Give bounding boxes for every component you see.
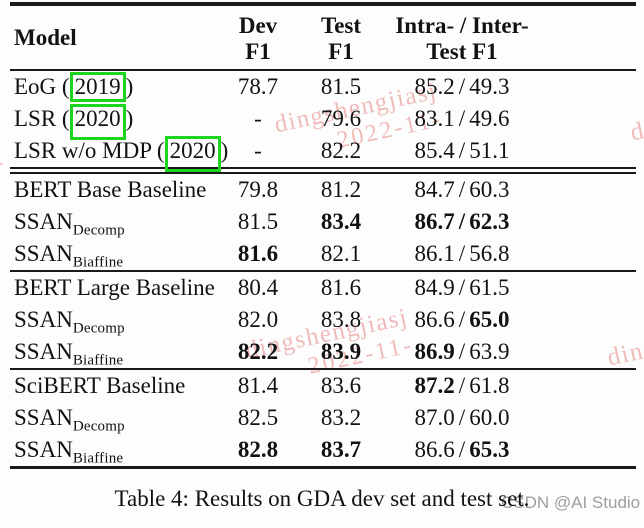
- section-divider-rule: [10, 368, 636, 370]
- test-f1-cell: 83.7: [320, 437, 362, 462]
- table-row: SSANDecomp 81.5 83.4 86.7/62.3: [10, 206, 636, 239]
- model-cell: LSR w/o MDP (2020): [14, 135, 228, 172]
- intra-inter-cell: 86.7/62.3: [414, 209, 510, 234]
- test-f1-cell: 83.8: [320, 307, 362, 332]
- annotation-box-year: 2020: [164, 136, 221, 172]
- annotation-box-year: 2020: [69, 104, 126, 140]
- dev-f1-cell: -: [254, 138, 262, 163]
- intra-inter-cell: 86.1/56.8: [414, 241, 510, 266]
- test-f1-cell: 83.4: [320, 209, 362, 234]
- header-rule: [10, 69, 636, 71]
- dev-f1-column-header: Dev F1: [238, 13, 278, 64]
- table-row: EoG (2019) 78.7 81.5 85.2/49.3: [10, 71, 636, 103]
- dev-f1-cell: 81.4: [237, 373, 279, 398]
- intra-inter-cell: 87.0/60.0: [414, 405, 510, 430]
- test-f1-cell: 82.2: [320, 138, 362, 163]
- dev-f1-cell: 82.5: [237, 405, 279, 430]
- dev-f1-cell: 81.6: [237, 241, 279, 266]
- dev-f1-cell: 79.8: [237, 177, 279, 202]
- dev-f1-cell: 81.5: [237, 209, 279, 234]
- dev-f1-cell: 82.0: [237, 307, 279, 332]
- test-f1-cell: 83.6: [320, 373, 362, 398]
- test-f1-cell: 79.6: [320, 106, 362, 131]
- intra-inter-cell: 85.2/49.3: [414, 74, 510, 99]
- table-section-scibert: SciBERT Baseline 81.4 83.6 87.2/61.8 SSA…: [10, 370, 636, 467]
- watermark-csdn: CSDN @AI Studio: [501, 493, 641, 512]
- annotation-box-year: 2019: [69, 72, 126, 102]
- intra-inter-cell: 86.9/63.9: [414, 339, 510, 364]
- model-cell: BERT Large Baseline: [14, 275, 215, 300]
- table-row: LSR (2020) - 79.6 83.1/49.6: [10, 103, 636, 140]
- table-row: BERT Base Baseline 79.8 81.2 84.7/60.3: [10, 174, 636, 206]
- intra-inter-cell: 85.4/51.1: [414, 138, 510, 163]
- test-f1-cell: 81.5: [320, 74, 362, 99]
- table-bottom-rule: [10, 466, 636, 469]
- model-cell: SciBERT Baseline: [14, 373, 186, 398]
- table-row: BERT Large Baseline 80.4 81.6 84.9/61.5: [10, 272, 636, 304]
- test-f1-cell: 83.2: [320, 405, 362, 430]
- model-cell: SSANBiaffine: [14, 241, 124, 271]
- model-cell: SSANBiaffine: [14, 339, 124, 369]
- model-cell: SSANDecomp: [14, 209, 125, 239]
- dev-f1-cell: -: [254, 106, 262, 131]
- dev-f1-cell: 82.2: [237, 339, 279, 364]
- intra-inter-column-header: Intra- / Inter- Test F1: [395, 13, 529, 64]
- table-header: Model Dev F1 Test F1 Intra- / Inter- Test F…: [10, 6, 636, 69]
- model-cell: LSR (2020): [14, 103, 133, 140]
- model-cell: BERT Base Baseline: [14, 177, 207, 202]
- table-row: SSANBiaffine 81.6 82.1 86.1/56.8: [10, 238, 636, 271]
- table-row: SSANBiaffine 82.8 83.7 86.6/65.3: [10, 434, 636, 467]
- table-row: LSR w/o MDP (2020) - 82.2 85.4/51.1: [10, 135, 636, 172]
- test-f1-cell: 83.9: [320, 339, 362, 364]
- table-section-bert-large: BERT Large Baseline 80.4 81.6 84.9/61.5 …: [10, 272, 636, 369]
- test-f1-column-header: Test F1: [320, 13, 362, 64]
- intra-inter-cell: 87.2/61.8: [414, 373, 510, 398]
- model-cell: SSANDecomp: [14, 307, 125, 337]
- section-divider-double-rule: [10, 167, 636, 174]
- dev-f1-cell: 80.4: [237, 275, 279, 300]
- dev-f1-cell: 82.8: [237, 437, 279, 462]
- table-top-rule: [10, 2, 636, 6]
- model-cell: EoG (2019): [14, 71, 133, 103]
- table-section-bert-base: BERT Base Baseline 79.8 81.2 84.7/60.3 S…: [10, 174, 636, 271]
- model-column-header: Model: [14, 25, 77, 50]
- section-divider-rule: [10, 270, 636, 272]
- table-section-prior-work: EoG (2019) 78.7 81.5 85.2/49.3 LSR (2020…: [10, 71, 636, 172]
- table-row: SciBERT Baseline 81.4 83.6 87.2/61.8: [10, 370, 636, 402]
- intra-inter-cell: 84.7/60.3: [414, 177, 510, 202]
- intra-inter-cell: 83.1/49.6: [414, 106, 510, 131]
- test-f1-cell: 81.6: [320, 275, 362, 300]
- intra-inter-cell: 86.6/65.0: [414, 307, 510, 332]
- table-row: SSANDecomp 82.5 83.2 87.0/60.0: [10, 402, 636, 435]
- table-row: SSANBiaffine 82.2 83.9 86.9/63.9: [10, 336, 636, 369]
- intra-inter-cell: 86.6/65.3: [414, 437, 510, 462]
- test-f1-cell: 82.1: [320, 241, 362, 266]
- table-row: SSANDecomp 82.0 83.8 86.6/65.0: [10, 304, 636, 337]
- intra-inter-cell: 84.9/61.5: [414, 275, 510, 300]
- table-caption: Table 4: Results on GDA dev set and test…: [114, 486, 530, 511]
- model-cell: SSANBiaffine: [14, 437, 124, 467]
- dev-f1-cell: 78.7: [237, 74, 279, 99]
- results-table: Model Dev F1 Test F1 Intra- / Inter- Test F…: [10, 2, 636, 469]
- model-cell: SSANDecomp: [14, 405, 125, 435]
- test-f1-cell: 81.2: [320, 177, 362, 202]
